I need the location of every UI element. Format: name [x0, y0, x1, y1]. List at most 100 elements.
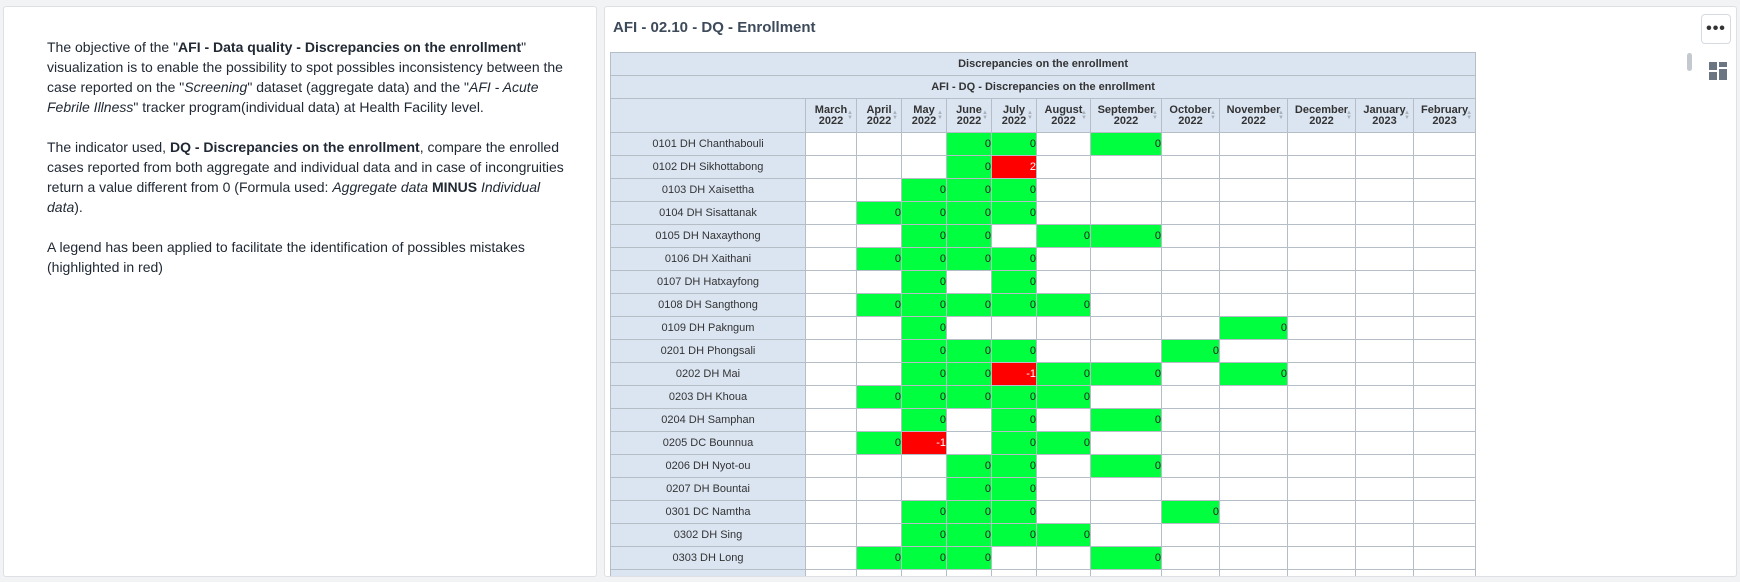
value-cell[interactable] [856, 569, 902, 576]
value-cell[interactable] [1412, 201, 1477, 225]
value-cell[interactable] [1219, 201, 1288, 225]
value-cell[interactable]: 0 [946, 178, 992, 202]
value-cell[interactable] [1219, 270, 1288, 294]
value-cell[interactable] [1412, 523, 1477, 547]
value-cell[interactable]: 0 [991, 178, 1037, 202]
value-cell[interactable] [1161, 385, 1220, 409]
value-cell[interactable] [805, 523, 857, 547]
value-cell[interactable] [1412, 362, 1477, 386]
value-cell[interactable]: 0 [856, 247, 902, 271]
value-cell[interactable]: 0 [946, 546, 992, 570]
scrollbar-thumb[interactable] [1687, 53, 1692, 71]
column-header[interactable]: April 2022 ▲ ▼ [856, 98, 902, 133]
value-cell[interactable] [805, 500, 857, 524]
value-cell[interactable] [1090, 385, 1162, 409]
value-cell[interactable] [1287, 408, 1356, 432]
value-cell[interactable] [1161, 362, 1220, 386]
value-cell[interactable] [946, 316, 992, 340]
value-cell[interactable] [805, 339, 857, 363]
value-cell[interactable] [1161, 454, 1220, 478]
value-cell[interactable] [1090, 293, 1162, 317]
value-cell[interactable] [1090, 431, 1162, 455]
value-cell[interactable] [1355, 316, 1414, 340]
sort-icon[interactable]: ▲ ▼ [1027, 110, 1033, 121]
value-cell[interactable]: 0 [901, 385, 947, 409]
value-cell[interactable] [1355, 408, 1414, 432]
value-cell[interactable]: 0 [1219, 316, 1288, 340]
value-cell[interactable]: 0 [1090, 224, 1162, 248]
value-cell[interactable] [1036, 339, 1091, 363]
value-cell[interactable]: 0 [1036, 523, 1091, 547]
value-cell[interactable] [1219, 408, 1288, 432]
value-cell[interactable]: 0 [991, 477, 1037, 501]
value-cell[interactable] [856, 132, 902, 156]
value-cell[interactable] [1355, 270, 1414, 294]
more-options-button[interactable]: ••• [1701, 14, 1731, 44]
value-cell[interactable] [1090, 178, 1162, 202]
value-cell[interactable] [1412, 454, 1477, 478]
value-cell[interactable] [1287, 454, 1356, 478]
sort-icon[interactable]: ▲ ▼ [1346, 110, 1352, 121]
sort-icon[interactable]: ▲ ▼ [1278, 110, 1284, 121]
value-cell[interactable] [1036, 408, 1091, 432]
value-cell[interactable] [1287, 316, 1356, 340]
value-cell[interactable]: 0 [1219, 362, 1288, 386]
column-header[interactable]: December 2022 ▲ ▼ [1287, 98, 1356, 133]
value-cell[interactable] [805, 477, 857, 501]
value-cell[interactable]: 0 [1036, 224, 1091, 248]
value-cell[interactable] [1355, 523, 1414, 547]
value-cell[interactable] [1412, 224, 1477, 248]
value-cell[interactable] [805, 454, 857, 478]
value-cell[interactable] [805, 270, 857, 294]
value-cell[interactable]: 0 [856, 546, 902, 570]
value-cell[interactable]: 0 [946, 224, 992, 248]
value-cell[interactable] [1161, 270, 1220, 294]
value-cell[interactable] [1161, 431, 1220, 455]
value-cell[interactable] [805, 247, 857, 271]
value-cell[interactable] [1036, 247, 1091, 271]
value-cell[interactable] [856, 339, 902, 363]
value-cell[interactable] [1287, 132, 1356, 156]
value-cell[interactable]: 0 [1036, 293, 1091, 317]
value-cell[interactable] [1219, 293, 1288, 317]
value-cell[interactable] [1287, 569, 1356, 576]
sort-icon[interactable]: ▲ ▼ [937, 110, 943, 121]
value-cell[interactable] [1090, 247, 1162, 271]
value-cell[interactable] [805, 546, 857, 570]
value-cell[interactable] [1036, 454, 1091, 478]
sort-icon[interactable]: ▲ ▼ [892, 110, 898, 121]
value-cell[interactable] [1036, 546, 1091, 570]
value-cell[interactable] [1287, 523, 1356, 547]
value-cell[interactable]: 0 [901, 523, 947, 547]
view-switch-button[interactable] [1705, 58, 1731, 84]
value-cell[interactable] [805, 385, 857, 409]
value-cell[interactable] [856, 270, 902, 294]
value-cell[interactable] [1090, 500, 1162, 524]
value-cell[interactable] [1036, 201, 1091, 225]
value-cell[interactable]: 0 [946, 201, 992, 225]
value-cell[interactable]: 0 [946, 385, 992, 409]
value-cell[interactable] [1355, 454, 1414, 478]
value-cell[interactable] [805, 178, 857, 202]
value-cell[interactable] [1161, 569, 1220, 576]
value-cell[interactable]: 0 [991, 431, 1037, 455]
value-cell[interactable] [1287, 431, 1356, 455]
value-cell[interactable]: 0 [991, 293, 1037, 317]
value-cell[interactable] [1090, 523, 1162, 547]
value-cell[interactable] [856, 454, 902, 478]
column-header[interactable]: August 2022 ▲ ▼ [1036, 98, 1091, 133]
column-header[interactable]: September 2022 ▲ ▼ [1090, 98, 1162, 133]
value-cell[interactable]: 0 [991, 385, 1037, 409]
value-cell[interactable] [1355, 339, 1414, 363]
value-cell[interactable] [856, 408, 902, 432]
value-cell[interactable]: 0 [1090, 362, 1162, 386]
value-cell[interactable] [1355, 546, 1414, 570]
value-cell[interactable]: 0 [991, 408, 1037, 432]
value-cell[interactable]: 0 [856, 201, 902, 225]
value-cell[interactable]: 0 [901, 293, 947, 317]
sort-icon[interactable]: ▲ ▼ [1152, 110, 1158, 121]
value-cell[interactable] [1287, 362, 1356, 386]
value-cell[interactable]: 0 [1090, 132, 1162, 156]
value-cell[interactable]: 0 [901, 247, 947, 271]
value-cell[interactable] [991, 316, 1037, 340]
